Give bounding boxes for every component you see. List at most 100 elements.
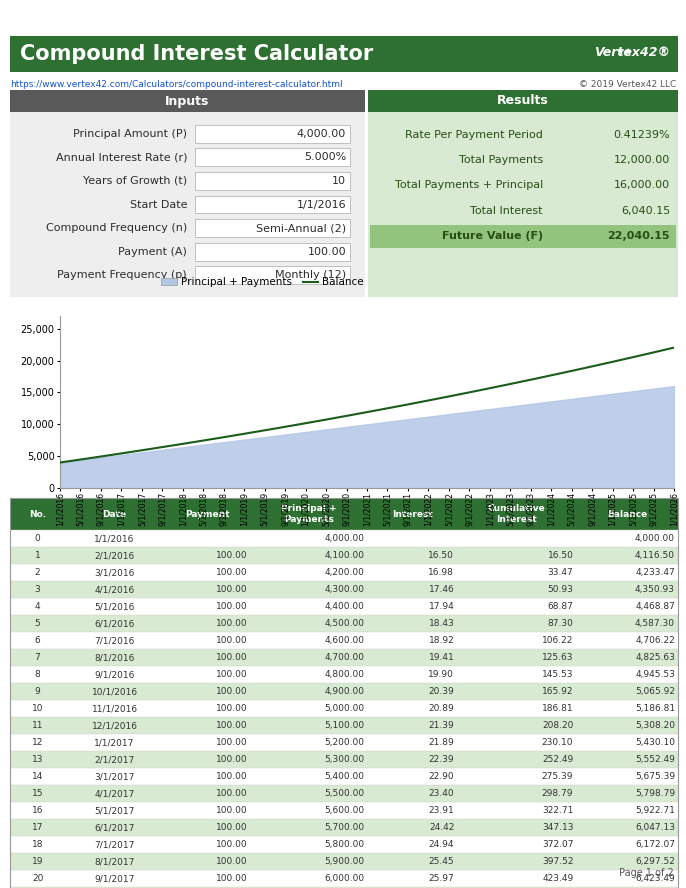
Text: 3/1/2017: 3/1/2017 bbox=[95, 772, 134, 781]
Text: 4,706.22: 4,706.22 bbox=[635, 636, 675, 645]
Text: 100.00: 100.00 bbox=[217, 653, 248, 662]
Bar bbox=[10, 90, 365, 112]
Text: 100.00: 100.00 bbox=[217, 721, 248, 730]
Text: 19: 19 bbox=[32, 857, 43, 866]
Text: 5,000.00: 5,000.00 bbox=[324, 704, 364, 713]
Text: Cumulative
Interest: Cumulative Interest bbox=[488, 504, 545, 524]
Text: 3/1/2016: 3/1/2016 bbox=[95, 568, 134, 577]
Text: 5.000%: 5.000% bbox=[304, 153, 346, 163]
Text: 4,500.00: 4,500.00 bbox=[324, 619, 364, 628]
Text: Future Value (F): Future Value (F) bbox=[442, 231, 543, 242]
Bar bbox=[10, 581, 678, 598]
Text: 17.46: 17.46 bbox=[429, 585, 454, 594]
Bar bbox=[10, 564, 678, 581]
Text: 11/1/2016: 11/1/2016 bbox=[91, 704, 138, 713]
Text: 423.49: 423.49 bbox=[542, 874, 573, 883]
Text: 12: 12 bbox=[32, 738, 43, 747]
Text: 20: 20 bbox=[32, 874, 43, 883]
Text: Start Date: Start Date bbox=[130, 200, 187, 210]
Bar bbox=[10, 683, 678, 700]
Text: 16.98: 16.98 bbox=[428, 568, 454, 577]
Text: 5/1/2016: 5/1/2016 bbox=[95, 602, 134, 611]
Text: 12/1/2016: 12/1/2016 bbox=[91, 721, 138, 730]
Text: 5,200.00: 5,200.00 bbox=[324, 738, 364, 747]
Text: 9/1/2016: 9/1/2016 bbox=[95, 670, 134, 679]
Bar bbox=[368, 90, 678, 112]
Text: 3: 3 bbox=[35, 585, 40, 594]
Text: 4,825.63: 4,825.63 bbox=[635, 653, 675, 662]
Text: 5,552.49: 5,552.49 bbox=[635, 755, 675, 764]
Bar bbox=[10, 530, 678, 547]
Text: 6,172.07: 6,172.07 bbox=[635, 840, 675, 849]
Text: 5,430.10: 5,430.10 bbox=[635, 738, 675, 747]
Text: 100.00: 100.00 bbox=[217, 636, 248, 645]
Text: 4,000.00: 4,000.00 bbox=[635, 534, 675, 543]
Text: Annual Interest Rate (r): Annual Interest Rate (r) bbox=[56, 153, 187, 163]
Text: 100.00: 100.00 bbox=[217, 687, 248, 696]
Text: 100.00: 100.00 bbox=[217, 789, 248, 798]
Text: 5,700.00: 5,700.00 bbox=[324, 823, 364, 832]
Text: 100.00: 100.00 bbox=[217, 619, 248, 628]
Text: 6,297.52: 6,297.52 bbox=[635, 857, 675, 866]
Text: 5,798.79: 5,798.79 bbox=[635, 789, 675, 798]
Text: 23.91: 23.91 bbox=[429, 806, 454, 815]
Text: 4,945.53: 4,945.53 bbox=[635, 670, 675, 679]
Text: 68.87: 68.87 bbox=[547, 602, 573, 611]
Bar bbox=[10, 802, 678, 819]
Text: 10: 10 bbox=[332, 176, 346, 186]
Bar bbox=[10, 547, 678, 564]
Text: 6,047.13: 6,047.13 bbox=[635, 823, 675, 832]
Text: Total Payments + Principal: Total Payments + Principal bbox=[394, 180, 543, 190]
Text: 4,233.47: 4,233.47 bbox=[635, 568, 675, 577]
Text: 5,922.71: 5,922.71 bbox=[635, 806, 675, 815]
Text: Payment: Payment bbox=[185, 510, 230, 519]
Text: Compound Frequency (n): Compound Frequency (n) bbox=[46, 223, 187, 233]
Text: 5,400.00: 5,400.00 bbox=[324, 772, 364, 781]
Bar bbox=[10, 768, 678, 785]
Bar bbox=[10, 870, 678, 887]
Text: 4: 4 bbox=[35, 602, 40, 611]
Text: 4,100.00: 4,100.00 bbox=[324, 551, 364, 560]
Text: 5,500.00: 5,500.00 bbox=[324, 789, 364, 798]
Text: 145.53: 145.53 bbox=[542, 670, 573, 679]
Bar bbox=[10, 666, 678, 683]
Text: Results: Results bbox=[497, 94, 549, 107]
Bar bbox=[368, 112, 678, 297]
Text: 25.45: 25.45 bbox=[429, 857, 454, 866]
Text: 100.00: 100.00 bbox=[217, 738, 248, 747]
Text: Interest: Interest bbox=[392, 510, 433, 519]
Text: 8: 8 bbox=[35, 670, 40, 679]
Text: © 2019 Vertex42 LLC: © 2019 Vertex42 LLC bbox=[579, 80, 676, 89]
Bar bbox=[10, 632, 678, 649]
Text: 0: 0 bbox=[35, 534, 40, 543]
Text: 0.41239%: 0.41239% bbox=[613, 130, 670, 139]
Text: 25.97: 25.97 bbox=[429, 874, 454, 883]
Text: Semi-Annual (2): Semi-Annual (2) bbox=[256, 223, 346, 233]
Text: Total Payments: Total Payments bbox=[459, 155, 543, 165]
Text: 100.00: 100.00 bbox=[217, 568, 248, 577]
Text: https://www.vertex42.com/Calculators/compound-interest-calculator.html: https://www.vertex42.com/Calculators/com… bbox=[10, 80, 342, 89]
Text: 8/1/2017: 8/1/2017 bbox=[95, 857, 134, 866]
Text: 16,000.00: 16,000.00 bbox=[614, 180, 670, 190]
Text: 2/1/2017: 2/1/2017 bbox=[95, 755, 134, 764]
Text: 87.30: 87.30 bbox=[547, 619, 573, 628]
Text: 18.92: 18.92 bbox=[429, 636, 454, 645]
Bar bbox=[10, 649, 678, 666]
Text: 18: 18 bbox=[32, 840, 43, 849]
Text: 100.00: 100.00 bbox=[217, 806, 248, 815]
Text: Principal Amount (P): Principal Amount (P) bbox=[73, 129, 187, 139]
Text: 17.94: 17.94 bbox=[429, 602, 454, 611]
Text: Compound Interest Calculator: Compound Interest Calculator bbox=[20, 44, 373, 64]
Text: 9/1/2017: 9/1/2017 bbox=[95, 874, 134, 883]
Text: 5/1/2017: 5/1/2017 bbox=[95, 806, 134, 815]
Text: 5,900.00: 5,900.00 bbox=[324, 857, 364, 866]
Text: 100.00: 100.00 bbox=[307, 247, 346, 257]
Bar bbox=[195, 172, 350, 190]
Text: 4,000.00: 4,000.00 bbox=[297, 129, 346, 139]
Text: 16.50: 16.50 bbox=[428, 551, 454, 560]
Text: 6/1/2017: 6/1/2017 bbox=[95, 823, 134, 832]
Bar bbox=[370, 225, 676, 248]
Text: 100.00: 100.00 bbox=[217, 840, 248, 849]
Text: Payment Frequency (p): Payment Frequency (p) bbox=[58, 270, 187, 281]
Text: 100.00: 100.00 bbox=[217, 585, 248, 594]
